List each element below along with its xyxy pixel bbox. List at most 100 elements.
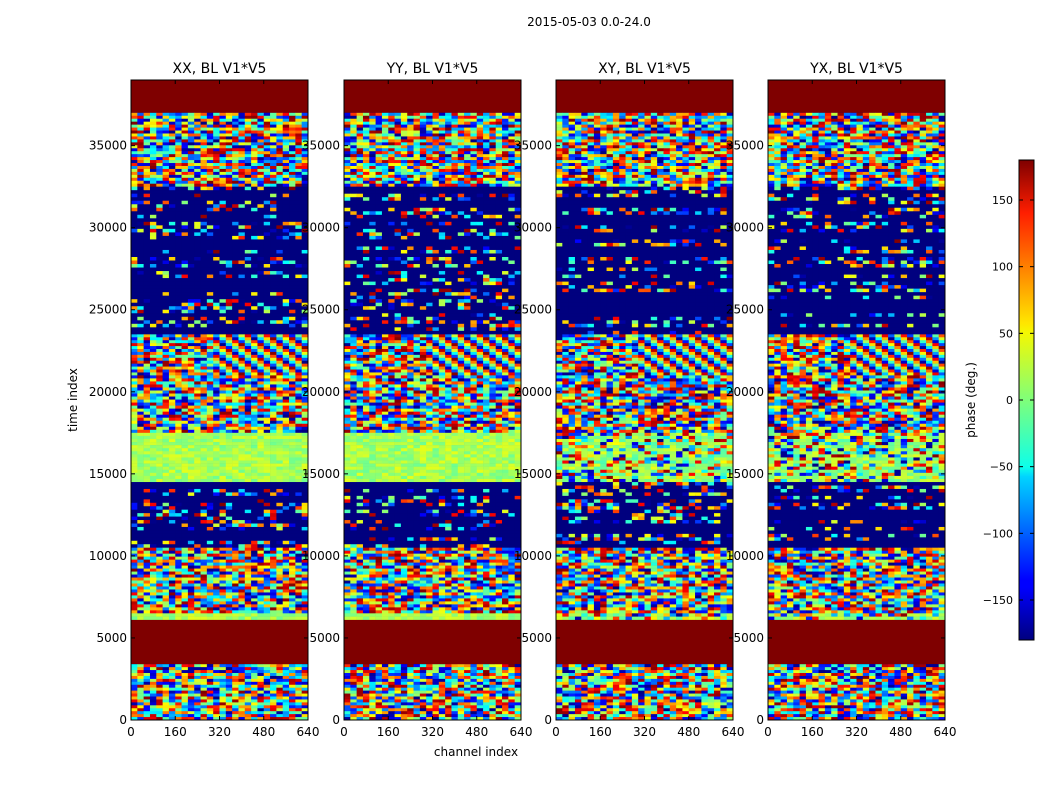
x-tick-label: 160 bbox=[164, 725, 187, 739]
x-tick-label: 160 bbox=[589, 725, 612, 739]
colorbar-tick-label: −100 bbox=[983, 527, 1013, 540]
band-band bbox=[344, 613, 521, 621]
panel-title: YY, BL V1*V5 bbox=[386, 61, 479, 77]
x-tick-label: 320 bbox=[633, 725, 656, 739]
y-tick-label: 20000 bbox=[89, 385, 127, 399]
x-tick-label: 480 bbox=[889, 725, 912, 739]
flagged-block bbox=[344, 619, 521, 665]
x-tick-label: 480 bbox=[465, 725, 488, 739]
flagged-block bbox=[344, 80, 521, 113]
band-noise bbox=[556, 664, 733, 720]
y-tick-label: 0 bbox=[756, 713, 764, 727]
x-tick-label: 480 bbox=[677, 725, 700, 739]
band-noise bbox=[131, 112, 308, 187]
band-fringe bbox=[344, 334, 521, 376]
band-flag bbox=[768, 80, 945, 113]
band-flag bbox=[344, 619, 521, 665]
band-stripes bbox=[344, 186, 521, 335]
band-noise bbox=[131, 664, 308, 720]
x-tick-label: 0 bbox=[340, 725, 348, 739]
heatmap-image bbox=[344, 80, 521, 720]
band-band bbox=[556, 613, 733, 621]
y-tick-label: 15000 bbox=[302, 467, 340, 481]
y-tick-label: 0 bbox=[119, 713, 127, 727]
panel-4: YX, BL V1*V5 0 160 320 480 640 0 5000 10000 15000… bbox=[726, 61, 957, 739]
panel-title: XX, BL V1*V5 bbox=[173, 61, 267, 77]
y-axis-label: time index bbox=[66, 368, 80, 432]
y-tick-label: 5000 bbox=[309, 631, 340, 645]
band-flag bbox=[131, 80, 308, 113]
y-tick-label: 0 bbox=[332, 713, 340, 727]
x-tick-label: 480 bbox=[252, 725, 275, 739]
x-tick-label: 640 bbox=[297, 725, 320, 739]
y-tick-label: 35000 bbox=[89, 139, 127, 153]
x-tick-label: 640 bbox=[934, 725, 957, 739]
panel-3: XY, BL V1*V5 0 160 320 480 640 0 5000 10000 15000… bbox=[514, 61, 745, 739]
y-tick-label: 10000 bbox=[726, 549, 764, 563]
y-tick-label: 5000 bbox=[96, 631, 127, 645]
band-noise bbox=[131, 547, 308, 614]
colorbar: 150 100 50 0 −50 −100 −150 phase (deg.) bbox=[964, 159, 1035, 641]
y-tick-label: 15000 bbox=[514, 467, 552, 481]
band-noise bbox=[344, 664, 521, 720]
x-tick-label: 320 bbox=[208, 725, 231, 739]
x-axis-label: channel index bbox=[434, 745, 518, 759]
y-tick-label: 5000 bbox=[521, 631, 552, 645]
x-tick-label: 0 bbox=[552, 725, 560, 739]
y-tick-label: 25000 bbox=[302, 303, 340, 317]
y-tick-label: 15000 bbox=[726, 467, 764, 481]
x-tick-label: 160 bbox=[801, 725, 824, 739]
flagged-block bbox=[556, 80, 733, 113]
y-tick-label: 30000 bbox=[89, 221, 127, 235]
band-band bbox=[131, 613, 308, 621]
band-band bbox=[768, 432, 945, 483]
band-stripes bbox=[131, 186, 308, 335]
band-noise bbox=[556, 112, 733, 187]
flagged-block bbox=[768, 619, 945, 665]
panel-1: XX, BL V1*V5 0 160 320 480 640 0 5000 10000 15000… bbox=[89, 61, 320, 739]
flagged-block bbox=[131, 80, 308, 113]
flagged-block bbox=[131, 619, 308, 665]
band-noise bbox=[768, 664, 945, 720]
band-noise bbox=[131, 375, 308, 434]
heatmap-image bbox=[768, 80, 945, 720]
y-tick-label: 30000 bbox=[302, 221, 340, 235]
y-tick-label: 25000 bbox=[89, 303, 127, 317]
x-tick-label: 640 bbox=[722, 725, 745, 739]
band-stripes bbox=[556, 482, 733, 548]
flagged-block bbox=[556, 619, 733, 665]
y-tick-label: 0 bbox=[544, 713, 552, 727]
y-tick-label: 35000 bbox=[514, 139, 552, 153]
colorbar-ticks: 150 100 50 0 −50 −100 −150 bbox=[983, 194, 1034, 607]
x-tick-label: 160 bbox=[377, 725, 400, 739]
panel-title: XY, BL V1*V5 bbox=[598, 61, 691, 77]
band-noise bbox=[344, 375, 521, 434]
band-stripes bbox=[768, 186, 945, 335]
x-tick-label: 0 bbox=[764, 725, 772, 739]
y-tick-label: 20000 bbox=[302, 385, 340, 399]
colorbar-tick-label: −150 bbox=[983, 594, 1013, 607]
y-tick-label: 10000 bbox=[302, 549, 340, 563]
band-flag bbox=[131, 619, 308, 665]
colorbar-tick-label: 50 bbox=[999, 327, 1013, 340]
x-tick-label: 320 bbox=[421, 725, 444, 739]
colorbar-label: phase (deg.) bbox=[964, 362, 978, 438]
x-tick-label: 320 bbox=[845, 725, 868, 739]
y-tick-label: 5000 bbox=[733, 631, 764, 645]
y-tick-label: 35000 bbox=[726, 139, 764, 153]
band-noise bbox=[556, 547, 733, 614]
heatmap-image bbox=[556, 80, 733, 720]
colorbar-tick-label: −50 bbox=[990, 461, 1013, 474]
flagged-block bbox=[768, 80, 945, 113]
band-band bbox=[131, 432, 308, 483]
band-noise bbox=[556, 375, 733, 434]
band-fringe bbox=[556, 334, 733, 376]
panel-2: YY, BL V1*V5 0 160 320 480 640 0 5000 10000 15000… bbox=[302, 61, 533, 739]
y-tick-label: 20000 bbox=[726, 385, 764, 399]
heatmap-image bbox=[131, 80, 308, 720]
band-band bbox=[344, 432, 521, 483]
y-tick-label: 30000 bbox=[726, 221, 764, 235]
band-noise bbox=[344, 112, 521, 187]
band-stripes bbox=[556, 186, 733, 335]
